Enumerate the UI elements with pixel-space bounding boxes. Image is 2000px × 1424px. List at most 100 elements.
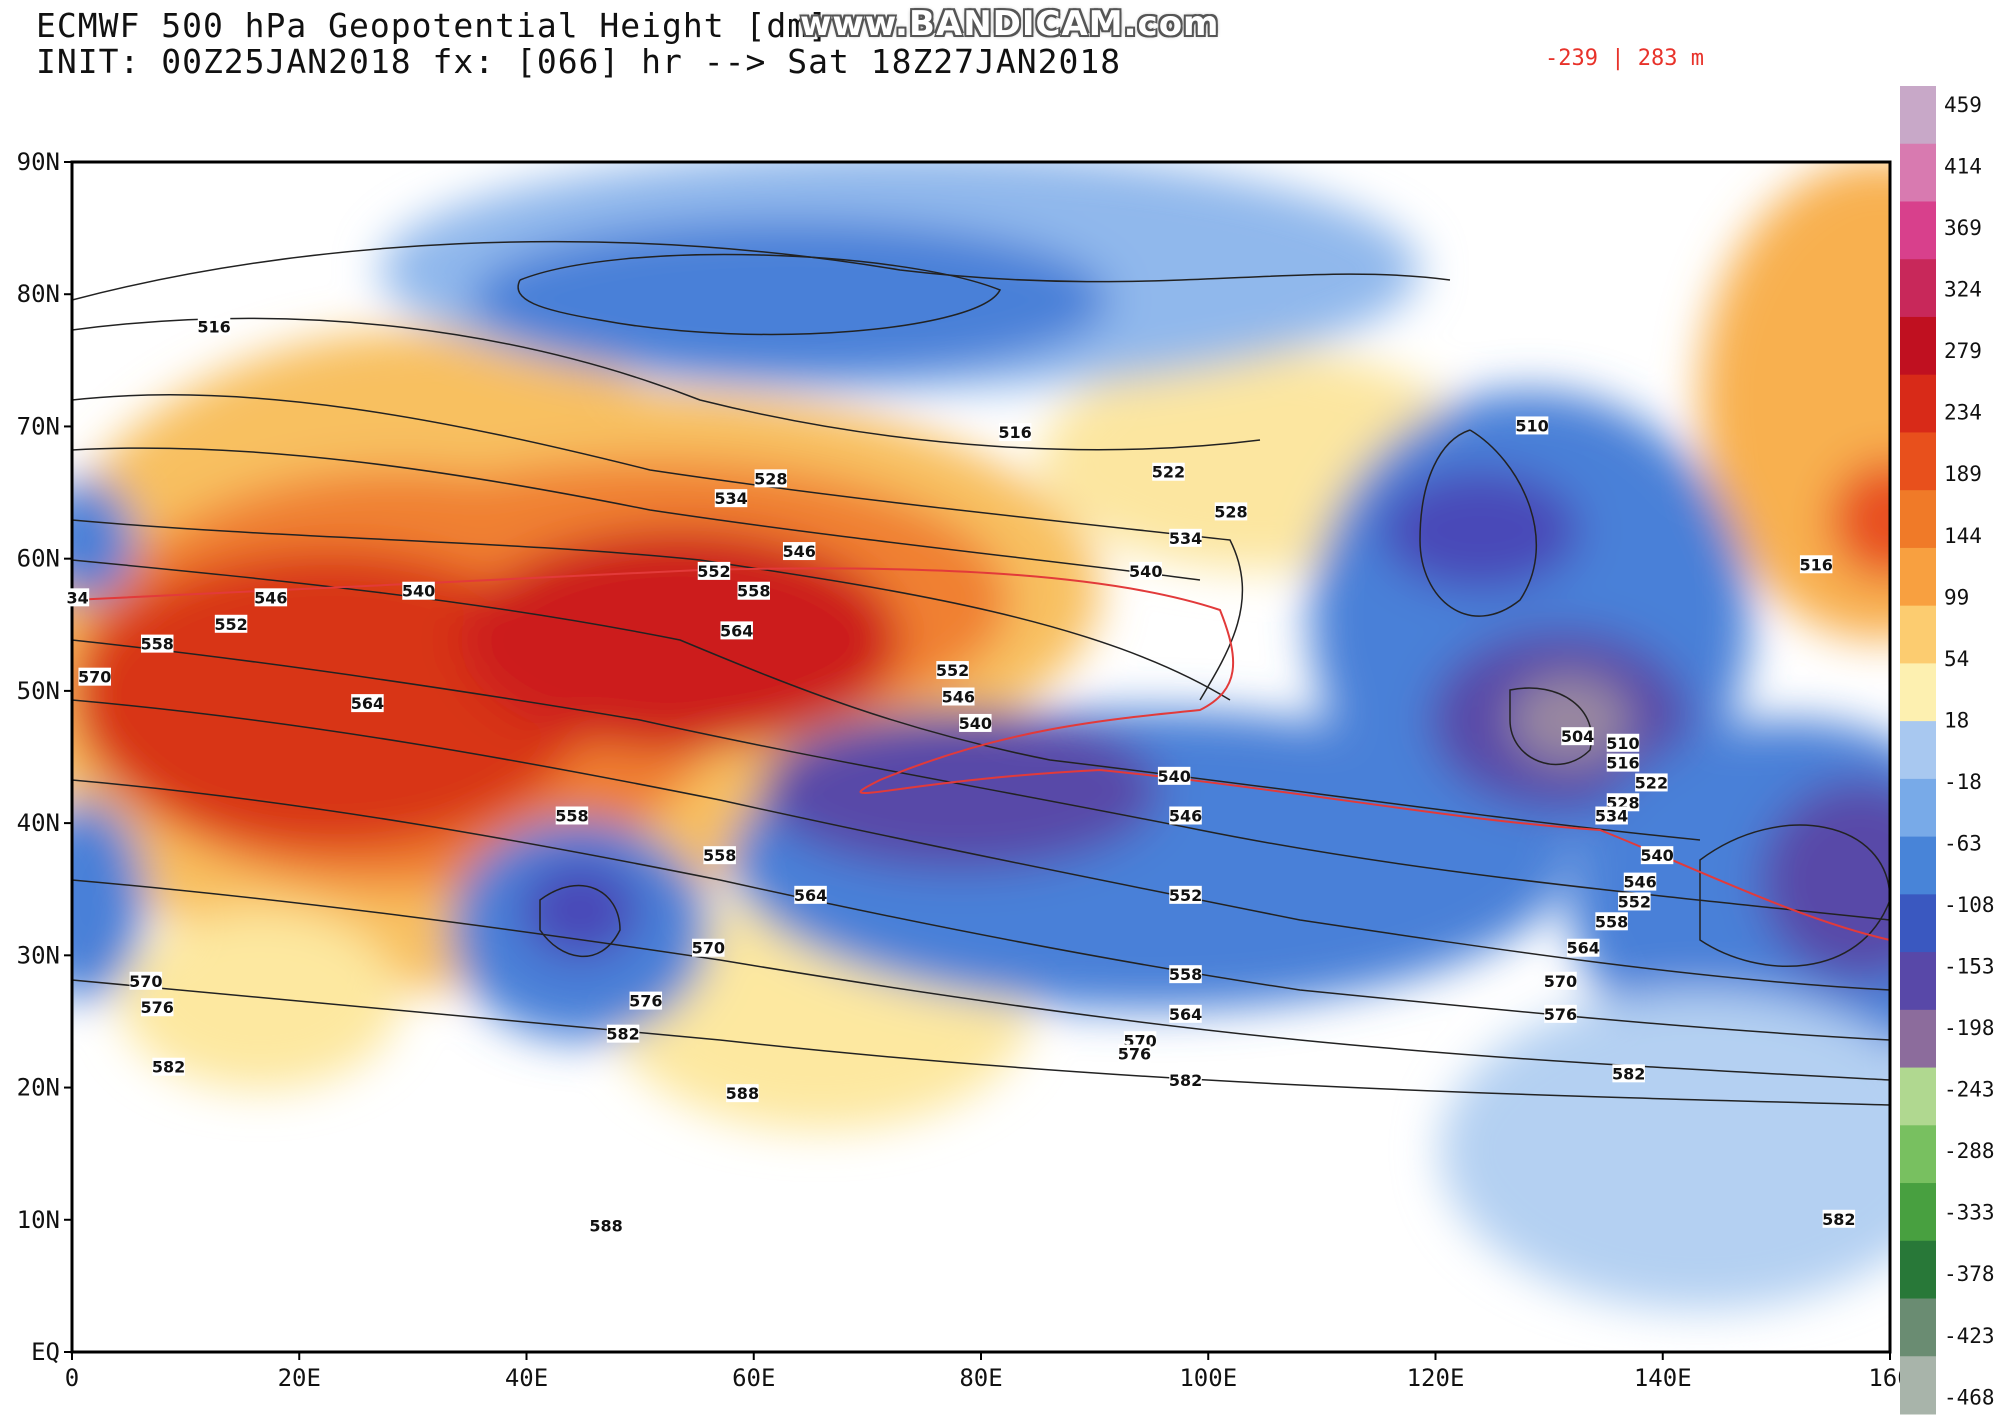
contour-label-bg	[936, 661, 969, 680]
contour-label: 576	[141, 998, 174, 1017]
colorbar-label: -468	[1944, 1385, 1995, 1409]
contour-label: 552	[936, 661, 969, 680]
colorbar	[1900, 86, 1936, 1415]
contour-label: 522	[1152, 463, 1185, 482]
contour-label: 540	[1129, 562, 1162, 581]
contour-label-bg	[1606, 733, 1640, 752]
colorbar-segment	[1900, 894, 1936, 953]
contour-label-bg	[606, 1024, 640, 1043]
colorbar-segment	[1900, 1240, 1936, 1300]
contour-label-bg	[692, 938, 725, 957]
colorbar-segment	[1900, 778, 1936, 838]
contour-label-bg	[959, 713, 992, 732]
contour-label-bg	[214, 614, 248, 633]
lon-label: 0	[65, 1364, 79, 1392]
longitude-labels: 0 20E 40E 60E 80E 100E 120E 140E 160	[65, 1364, 1912, 1392]
contour-label: 570	[692, 939, 725, 958]
contour-label-bg	[152, 1057, 185, 1076]
contour-label: 558	[703, 846, 736, 865]
contour-label: 516	[197, 317, 230, 336]
colorbar-segment	[1900, 547, 1936, 607]
contour-label: 564	[1567, 939, 1600, 958]
contour-label-bg	[1214, 502, 1248, 521]
contour-label: 546	[1623, 873, 1656, 892]
lon-label: 100E	[1179, 1364, 1237, 1392]
contour-label: 510	[1515, 416, 1548, 435]
contour-label-bg	[140, 634, 174, 653]
contour-label-bg	[1618, 892, 1651, 911]
colorbar-label: 459	[1944, 93, 1982, 117]
contour-label: 552	[1169, 886, 1202, 905]
contour-label: 576	[1118, 1045, 1151, 1064]
contour-label-bg	[1623, 872, 1657, 891]
contour-label-bg	[140, 998, 174, 1017]
contour-label-bg	[1118, 1044, 1151, 1063]
contour-label-bg	[254, 588, 288, 607]
lat-label: 90N	[17, 148, 60, 176]
lat-label: 80N	[17, 280, 60, 308]
lon-label: 140E	[1634, 1364, 1692, 1392]
contour-label-bg	[1606, 753, 1640, 772]
contour-label: 582	[1612, 1064, 1645, 1083]
contour-label: 516	[1606, 754, 1639, 773]
contour-label: 576	[629, 992, 662, 1011]
contour-label-bg	[1544, 1004, 1577, 1023]
contour-label-bg	[555, 806, 589, 825]
contour-label-bg	[726, 1084, 759, 1103]
contour-label: 504	[1561, 727, 1594, 746]
contour-label: 546	[782, 542, 815, 561]
contour-label-bg	[998, 423, 1032, 442]
colorbar-labels: 459 414 369 324 279 234 189 144 99 54 18 -18 -63 -108…	[1944, 93, 1995, 1409]
contour-label-bg	[66, 588, 90, 607]
contour-label-bg	[782, 542, 816, 561]
contour-label: 582	[606, 1025, 639, 1044]
contour-label: 582	[1169, 1071, 1202, 1090]
contour-label-bg	[1799, 555, 1833, 574]
lat-label: 10N	[17, 1206, 60, 1234]
contour-label: 588	[726, 1084, 759, 1103]
colorbar-label: 369	[1944, 216, 1982, 240]
contour-label-bg	[1169, 965, 1202, 984]
colorbar-segment	[1900, 1298, 1936, 1357]
colorbar-segment	[1900, 316, 1936, 376]
contour-label: 534	[1169, 529, 1202, 548]
colorbar-label: -198	[1944, 1016, 1995, 1040]
contour-label-bg	[1157, 766, 1191, 785]
colorbar-label: 234	[1944, 401, 1982, 425]
colorbar-segment	[1900, 1125, 1936, 1184]
contour-label-bg	[794, 885, 827, 904]
lat-label: 60N	[17, 545, 60, 573]
lat-label: 20N	[17, 1074, 60, 1102]
contour-label-bg	[1612, 1064, 1645, 1083]
colorbar-segment	[1900, 836, 1936, 895]
colorbar-segment	[1900, 605, 1936, 664]
contour-label-bg	[351, 694, 384, 713]
contour-label: 558	[555, 807, 588, 826]
contour-label: 552	[1618, 892, 1651, 911]
contour-label: 558	[1595, 912, 1628, 931]
contour-label-bg	[1169, 1004, 1202, 1023]
contour-label-bg	[1595, 806, 1628, 825]
contour-label-bg	[697, 561, 731, 580]
contour-label: 546	[254, 588, 287, 607]
contour-label: 528	[1214, 502, 1247, 521]
contour-label: 552	[214, 615, 247, 634]
contour-label-bg	[942, 687, 975, 706]
colorbar-segment	[1900, 721, 1936, 780]
colorbar-segment	[1900, 86, 1936, 145]
colorbar-label: 324	[1944, 278, 1982, 302]
contour-label-bg	[1169, 528, 1202, 547]
contour-label: 510	[1606, 734, 1639, 753]
chart-title-line2: INIT: 00Z25JAN2018 fx: [066] hr --> Sat …	[36, 42, 1122, 81]
colorbar-label: -63	[1944, 831, 1982, 855]
contour-label: 516	[1799, 555, 1832, 574]
colorbar-segment	[1900, 490, 1936, 549]
colorbar-segment	[1900, 1067, 1936, 1126]
lon-label: 60E	[732, 1364, 775, 1392]
contour-label-bg	[1822, 1209, 1856, 1228]
contour-540-red	[72, 567, 1890, 941]
contour-label: 576	[1544, 1005, 1577, 1024]
contour-label-bg	[1169, 885, 1202, 904]
contour-label: 534	[714, 489, 747, 508]
